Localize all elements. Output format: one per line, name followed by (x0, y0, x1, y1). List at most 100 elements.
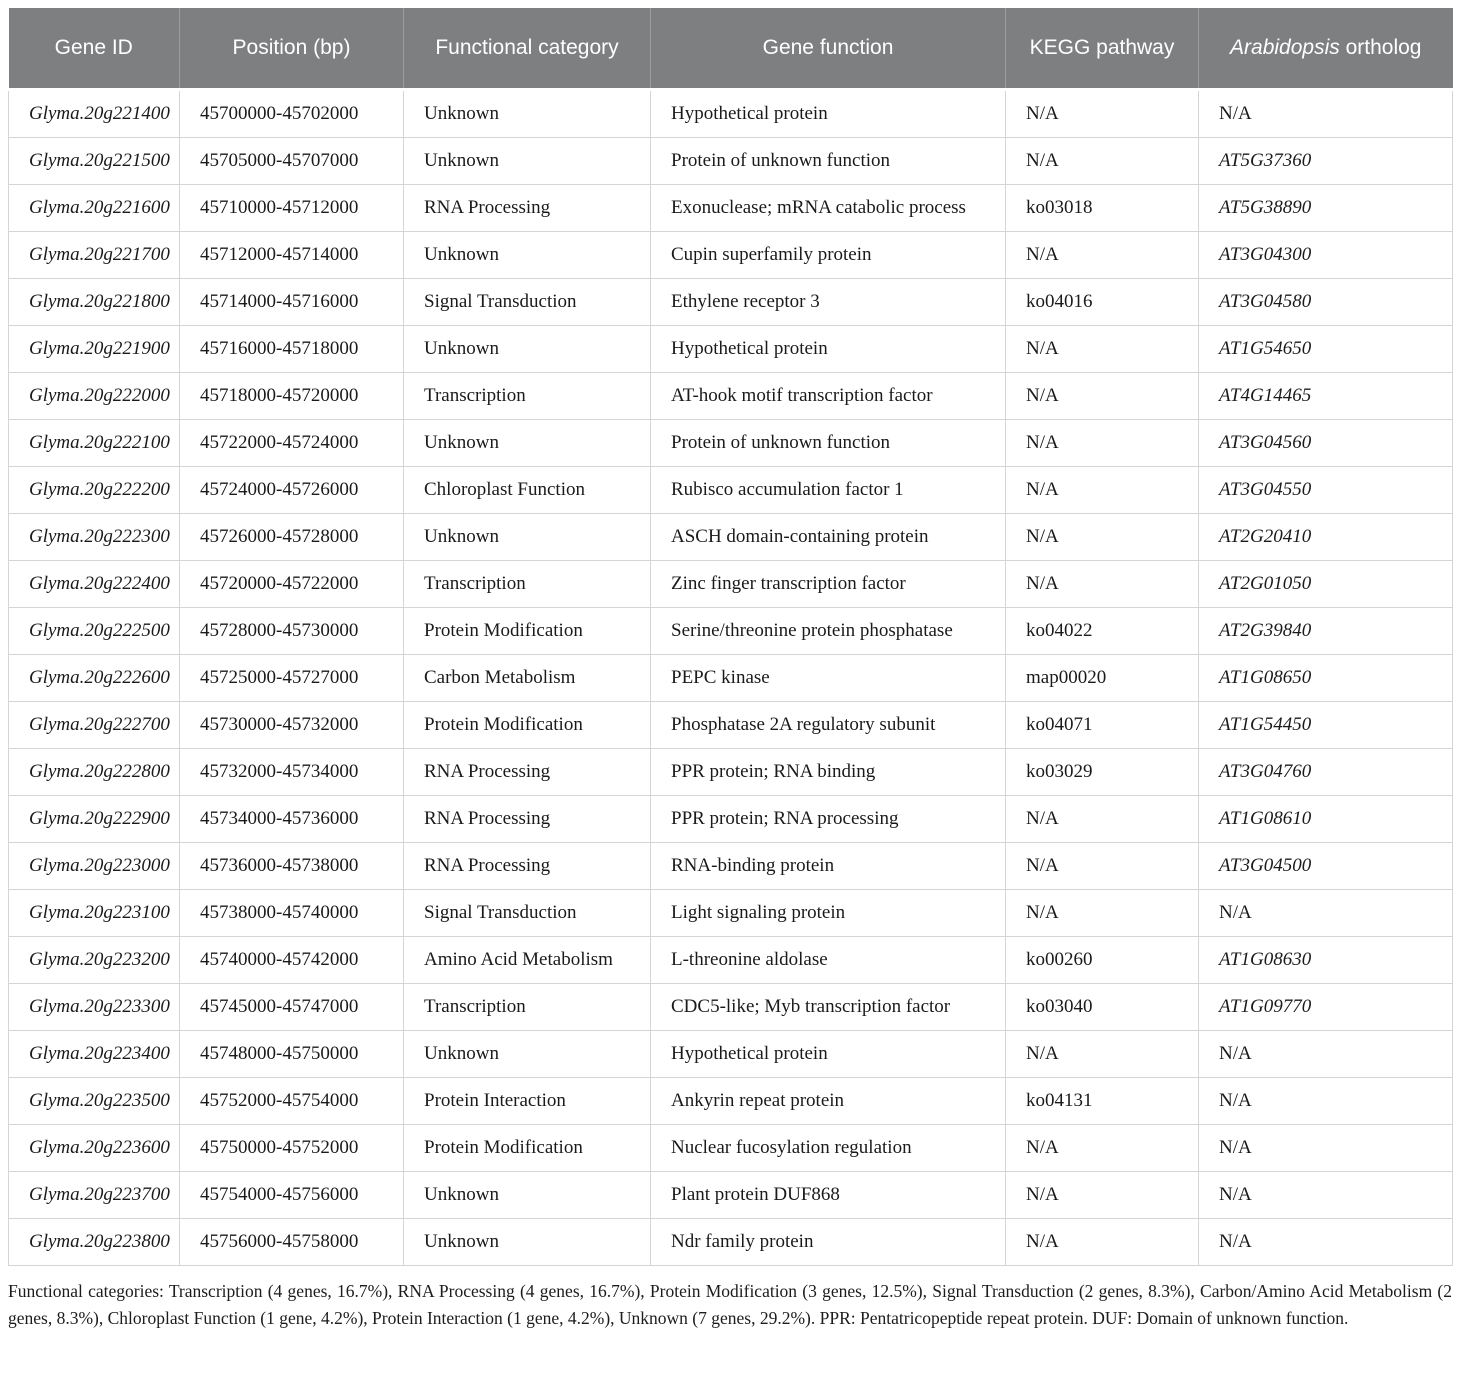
table-row: Glyma.20g223400 45748000-45750000 Unknown H… (8, 1030, 1453, 1078)
table-row: Glyma.20g222900 45734000-45736000 RNA Proc… (8, 795, 1453, 843)
cell-ortholog: AT1G08650 (1198, 654, 1453, 702)
cell-function: Plant protein DUF868 (650, 1171, 1006, 1219)
table-row: Glyma.20g222700 45730000-45732000 Protein … (8, 701, 1453, 749)
cell-gene-id: Glyma.20g222100 (8, 419, 180, 467)
cell-kegg: N/A (1005, 372, 1199, 420)
header-functional-category: Functional category (403, 8, 651, 91)
cell-function: Cupin superfamily protein (650, 231, 1006, 279)
cell-category: Signal Transduction (403, 278, 651, 326)
table-body: Glyma.20g221400 45700000-45702000 Unknown H… (8, 89, 1453, 1266)
cell-ortholog: AT5G37360 (1198, 137, 1453, 185)
cell-gene-id: Glyma.20g223300 (8, 983, 180, 1031)
header-kegg-pathway: KEGG pathway (1005, 8, 1199, 91)
table-row: Glyma.20g221700 45712000-45714000 Unknown C… (8, 231, 1453, 279)
cell-kegg: N/A (1005, 795, 1199, 843)
cell-gene-id: Glyma.20g222700 (8, 701, 180, 749)
table-row: Glyma.20g222800 45732000-45734000 RNA Proc… (8, 748, 1453, 796)
cell-gene-id: Glyma.20g221400 (8, 89, 180, 138)
cell-position: 45740000-45742000 (179, 936, 404, 984)
cell-function: Ndr family protein (650, 1218, 1006, 1266)
cell-kegg: map00020 (1005, 654, 1199, 702)
cell-category: Unknown (403, 1030, 651, 1078)
header-arabidopsis-italic: Arabidopsis (1230, 35, 1340, 59)
cell-gene-id: Glyma.20g223000 (8, 842, 180, 890)
cell-function: Ethylene receptor 3 (650, 278, 1006, 326)
cell-position: 45720000-45722000 (179, 560, 404, 608)
cell-kegg: N/A (1005, 419, 1199, 467)
cell-position: 45730000-45732000 (179, 701, 404, 749)
cell-gene-id: Glyma.20g222000 (8, 372, 180, 420)
cell-position: 45734000-45736000 (179, 795, 404, 843)
cell-kegg: ko04022 (1005, 607, 1199, 655)
table-row: Glyma.20g223200 45740000-45742000 Amino Ac… (8, 936, 1453, 984)
cell-position: 45728000-45730000 (179, 607, 404, 655)
cell-function: Hypothetical protein (650, 89, 1006, 138)
cell-ortholog: AT3G04550 (1198, 466, 1453, 514)
cell-category: Unknown (403, 513, 651, 561)
cell-position: 45718000-45720000 (179, 372, 404, 420)
cell-category: Protein Modification (403, 607, 651, 655)
cell-gene-id: Glyma.20g223100 (8, 889, 180, 937)
cell-ortholog: AT3G04760 (1198, 748, 1453, 796)
cell-gene-id: Glyma.20g223700 (8, 1171, 180, 1219)
cell-ortholog: AT3G04560 (1198, 419, 1453, 467)
cell-category: Carbon Metabolism (403, 654, 651, 702)
cell-function: Rubisco accumulation factor 1 (650, 466, 1006, 514)
cell-gene-id: Glyma.20g222200 (8, 466, 180, 514)
cell-category: Unknown (403, 1218, 651, 1266)
cell-ortholog: AT1G54450 (1198, 701, 1453, 749)
cell-category: Transcription (403, 560, 651, 608)
cell-category: Unknown (403, 419, 651, 467)
cell-position: 45748000-45750000 (179, 1030, 404, 1078)
cell-function: Hypothetical protein (650, 1030, 1006, 1078)
cell-position: 45714000-45716000 (179, 278, 404, 326)
header-ortholog-rest: ortholog (1345, 35, 1422, 59)
cell-gene-id: Glyma.20g221700 (8, 231, 180, 279)
table-row: Glyma.20g223700 45754000-45756000 Unknown P… (8, 1171, 1453, 1219)
table-row: Glyma.20g222200 45724000-45726000 Chloropl… (8, 466, 1453, 514)
cell-category: Transcription (403, 983, 651, 1031)
cell-gene-id: Glyma.20g222300 (8, 513, 180, 561)
cell-kegg: ko03040 (1005, 983, 1199, 1031)
cell-gene-id: Glyma.20g223600 (8, 1124, 180, 1172)
cell-category: Unknown (403, 325, 651, 373)
cell-kegg: N/A (1005, 89, 1199, 138)
cell-ortholog: AT1G09770 (1198, 983, 1453, 1031)
table-row: Glyma.20g222300 45726000-45728000 Unknown A… (8, 513, 1453, 561)
cell-ortholog: N/A (1198, 889, 1453, 937)
cell-position: 45725000-45727000 (179, 654, 404, 702)
table-row: Glyma.20g223800 45756000-45758000 Unknown N… (8, 1218, 1453, 1266)
cell-position: 45745000-45747000 (179, 983, 404, 1031)
cell-kegg: ko03029 (1005, 748, 1199, 796)
table-row: Glyma.20g222600 45725000-45727000 Carbon M… (8, 654, 1453, 702)
cell-category: RNA Processing (403, 184, 651, 232)
cell-ortholog: AT3G04300 (1198, 231, 1453, 279)
cell-function: Protein of unknown function (650, 137, 1006, 185)
cell-kegg: N/A (1005, 137, 1199, 185)
cell-function: PEPC kinase (650, 654, 1006, 702)
table-row: Glyma.20g223100 45738000-45740000 Signal T… (8, 889, 1453, 937)
cell-ortholog: N/A (1198, 89, 1453, 138)
cell-category: Unknown (403, 231, 651, 279)
table-row: Glyma.20g221600 45710000-45712000 RNA Proc… (8, 184, 1453, 232)
gene-annotation-table: Gene ID Position (bp) Functional categor… (8, 8, 1453, 1266)
cell-kegg: N/A (1005, 513, 1199, 561)
cell-category: RNA Processing (403, 842, 651, 890)
cell-function: AT-hook motif transcription factor (650, 372, 1006, 420)
cell-ortholog: AT4G14465 (1198, 372, 1453, 420)
cell-category: Unknown (403, 1171, 651, 1219)
cell-kegg: ko04071 (1005, 701, 1199, 749)
header-gene-id: Gene ID (8, 8, 180, 91)
cell-kegg: N/A (1005, 560, 1199, 608)
cell-gene-id: Glyma.20g222400 (8, 560, 180, 608)
cell-category: Protein Interaction (403, 1077, 651, 1125)
cell-position: 45736000-45738000 (179, 842, 404, 890)
cell-function: Light signaling protein (650, 889, 1006, 937)
cell-ortholog: AT3G04500 (1198, 842, 1453, 890)
cell-position: 45710000-45712000 (179, 184, 404, 232)
cell-position: 45754000-45756000 (179, 1171, 404, 1219)
table-row: Glyma.20g221500 45705000-45707000 Unknown P… (8, 137, 1453, 185)
cell-category: Transcription (403, 372, 651, 420)
cell-kegg: ko04131 (1005, 1077, 1199, 1125)
